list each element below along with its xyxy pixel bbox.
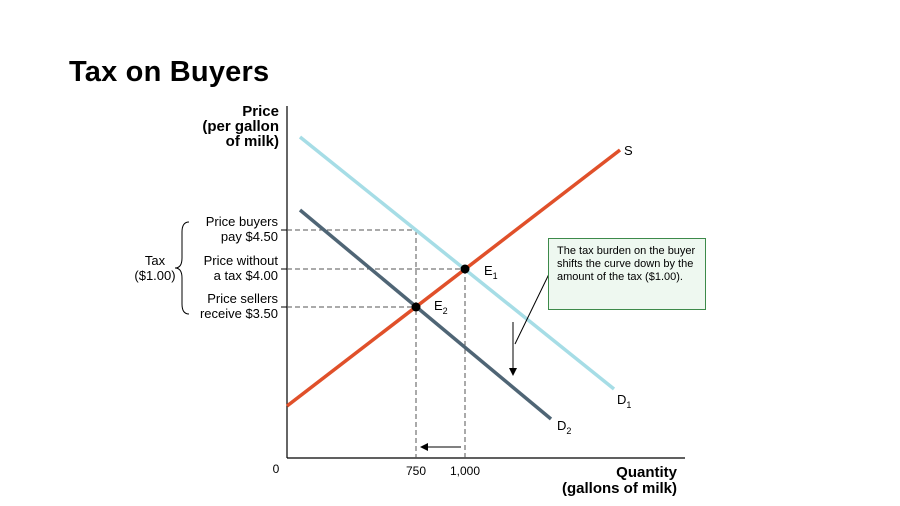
price-sellers-label-line-2: receive $3.50 — [200, 306, 278, 321]
tax-brace — [174, 221, 190, 315]
price-buyers-label-line-2: pay $4.50 — [221, 229, 278, 244]
e2-label-subscript: 2 — [443, 306, 448, 316]
d1-curve-label-subscript: 1 — [626, 400, 631, 410]
annotation-pointer-line — [514, 273, 550, 345]
price-without-tax-label-line-2: a tax $4.00 — [214, 268, 278, 283]
supply-curve — [285, 148, 622, 408]
d1-curve-label-letter: D — [617, 392, 626, 407]
y-axis-title-line-3: of milk) — [226, 133, 279, 150]
e2-label: E2 — [434, 298, 448, 316]
origin-label: 0 — [273, 462, 280, 476]
slide-title: Tax on Buyers — [69, 56, 270, 88]
tax-label-line-2: ($1.00) — [134, 268, 175, 283]
tax-burden-note: The tax burden on the buyer shifts the c… — [548, 238, 706, 310]
x-tick-750: 750 — [406, 464, 426, 478]
price-buyers-label-line-1: Price buyers — [206, 214, 279, 229]
demand-curve-d2 — [298, 208, 553, 421]
equilibrium-point-e1 — [460, 264, 470, 274]
e1-label-letter: E — [484, 263, 493, 278]
supply-curve-label: S — [624, 143, 633, 158]
demand-curve-d1 — [298, 135, 616, 391]
x-tick-1000: 1,000 — [450, 464, 480, 478]
e2-label-letter: E — [434, 298, 443, 313]
y-axis-title-line-2: (per gallon — [202, 118, 279, 135]
price-without-tax-label-line-1: Price without — [204, 253, 279, 268]
d2-curve-label: D2 — [557, 418, 571, 436]
price-sellers-label-line-1: Price sellers — [207, 291, 278, 306]
equilibrium-point-e2 — [411, 302, 421, 312]
x-axis-title-line-1: Quantity — [616, 464, 677, 481]
d1-curve-label: D1 — [617, 392, 631, 410]
d2-curve-label-letter: D — [557, 418, 566, 433]
x-axis-title-line-2: (gallons of milk) — [562, 480, 677, 497]
y-axis-title-line-1: Price — [242, 103, 279, 120]
e1-label: E1 — [484, 263, 498, 281]
d2-curve-label-subscript: 2 — [566, 426, 571, 436]
e1-label-subscript: 1 — [493, 271, 498, 281]
tax-label-line-1: Tax — [145, 253, 166, 268]
